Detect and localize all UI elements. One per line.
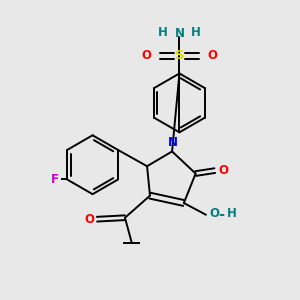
Text: O: O <box>219 164 229 177</box>
Text: H: H <box>191 26 201 39</box>
Text: N: N <box>168 136 178 148</box>
Text: O: O <box>84 213 94 226</box>
Text: -: - <box>218 207 224 222</box>
Text: O: O <box>142 49 152 62</box>
Text: H: H <box>158 26 168 39</box>
Text: O: O <box>209 207 219 220</box>
Text: H: H <box>226 207 236 220</box>
Text: S: S <box>175 49 184 62</box>
Text: N: N <box>174 27 184 40</box>
Text: F: F <box>51 173 59 186</box>
Text: O: O <box>207 49 218 62</box>
